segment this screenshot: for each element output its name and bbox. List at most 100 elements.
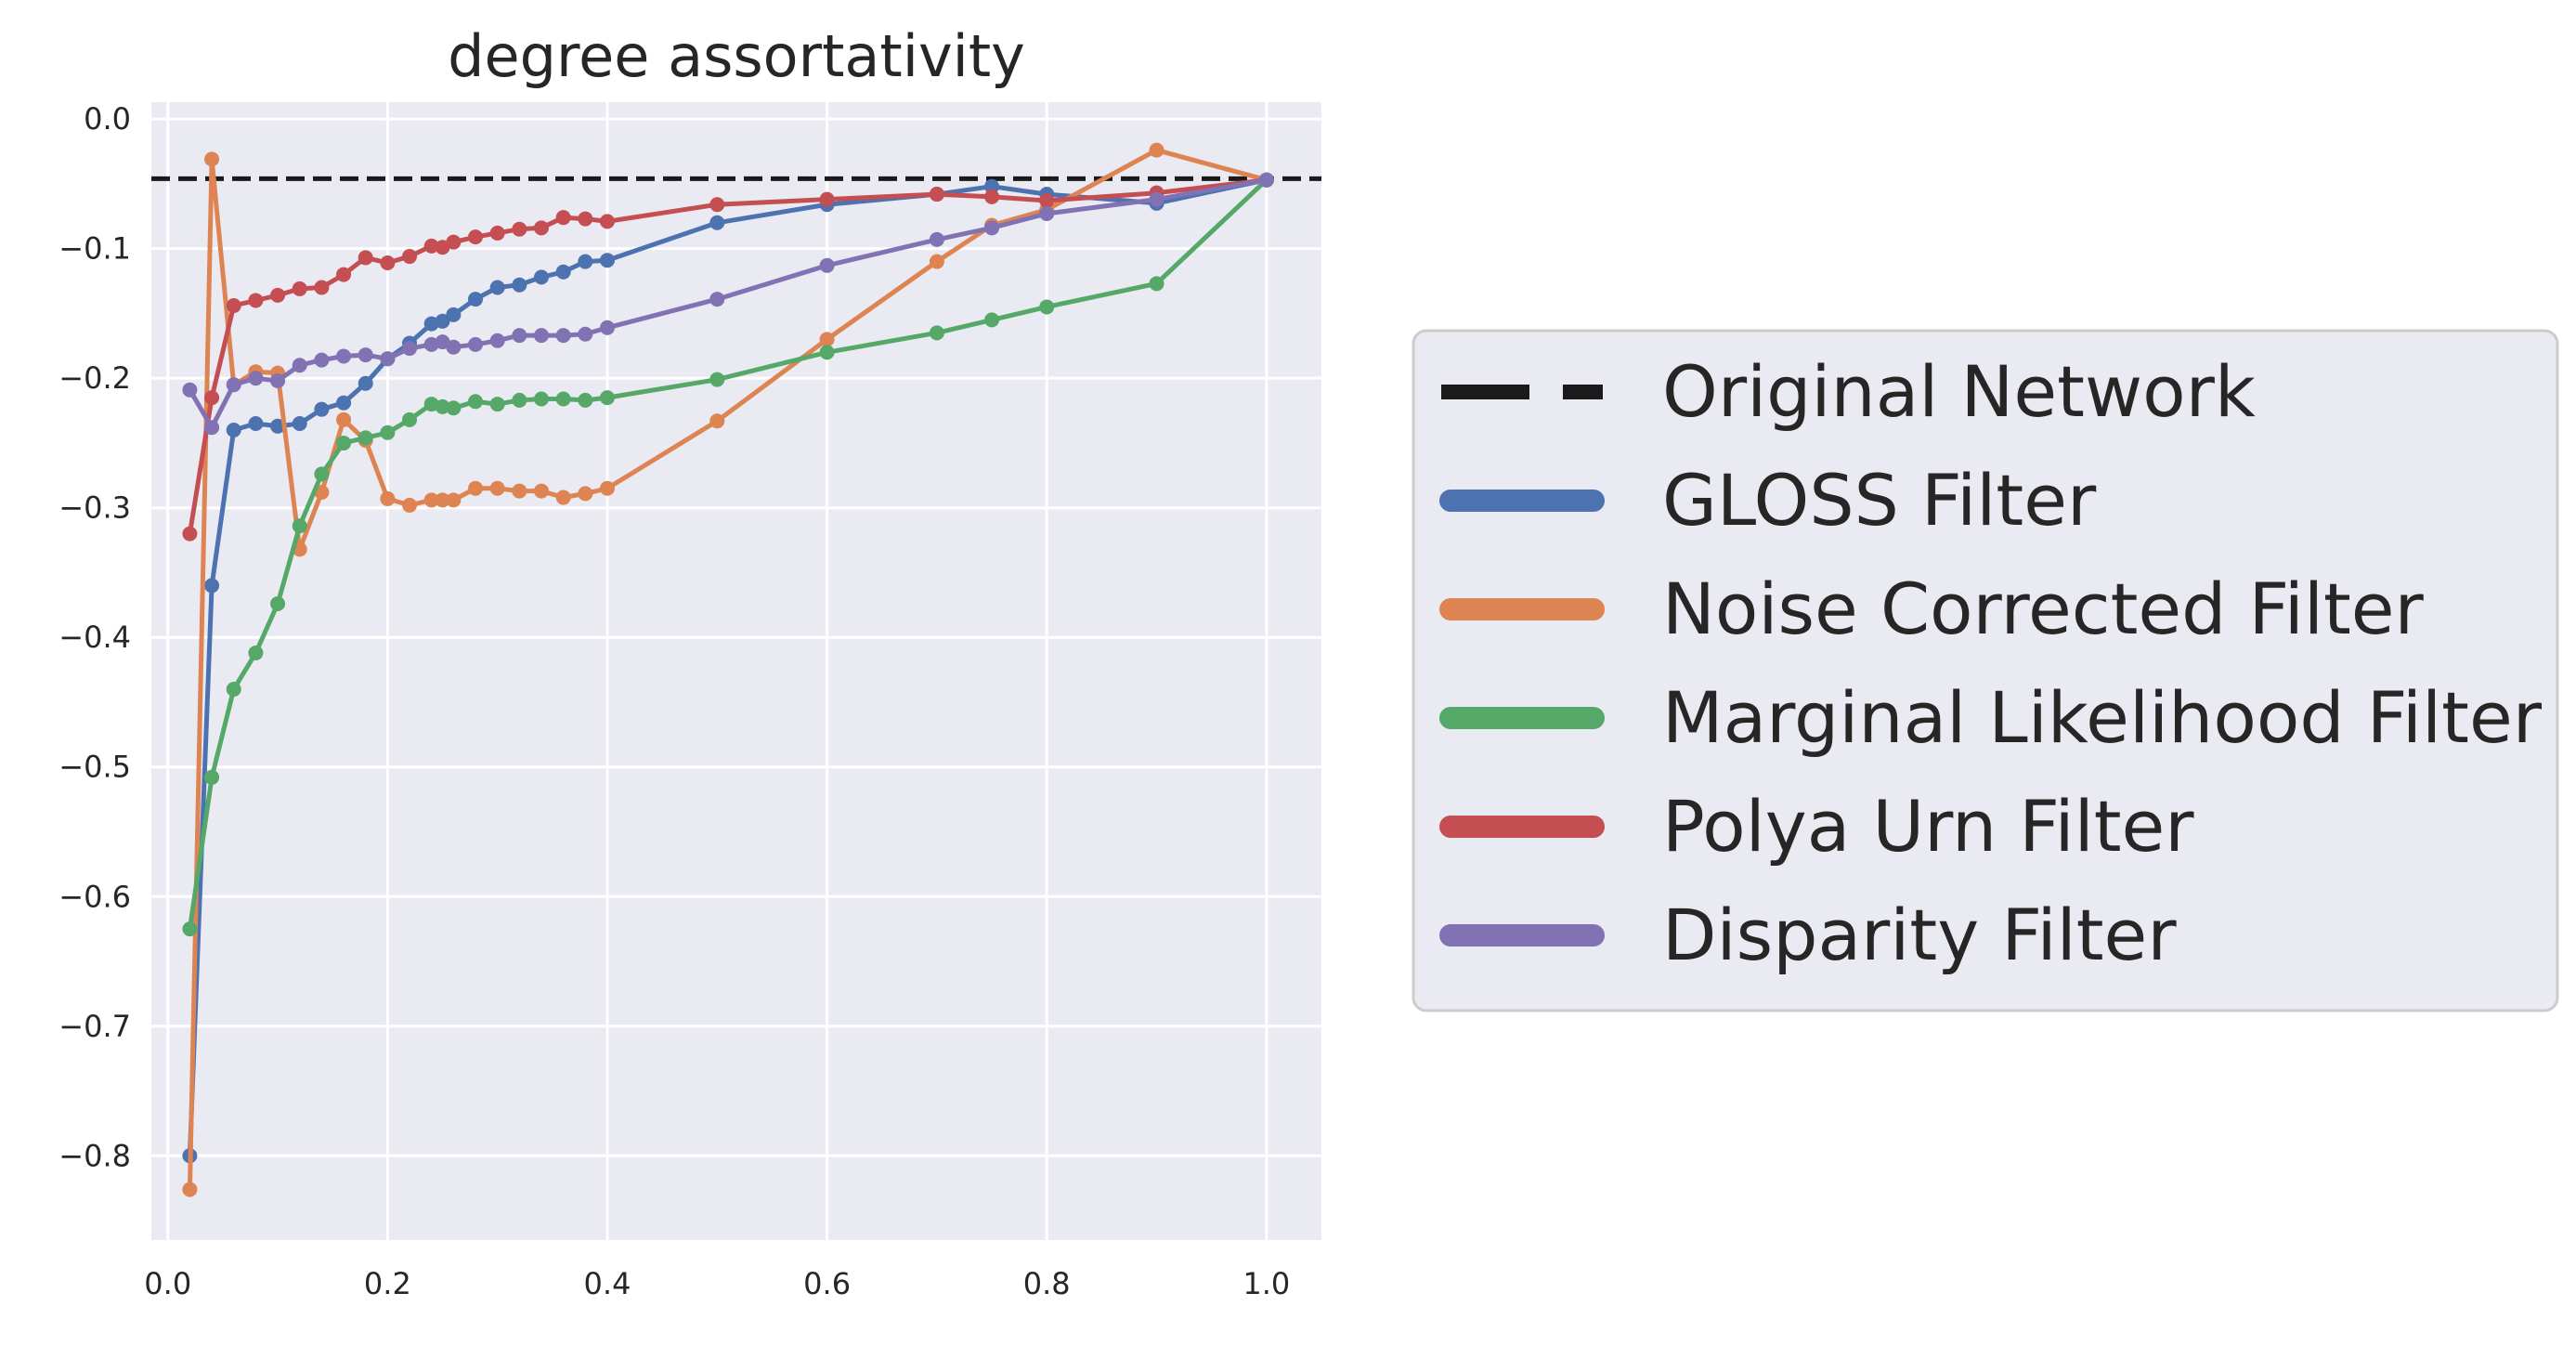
disparity-filter-point — [204, 420, 220, 436]
polya-urn-filter-point — [248, 293, 264, 308]
legend-box — [1412, 329, 2559, 1012]
disparity-filter-point — [578, 326, 593, 342]
marginal-likelihood-filter-point — [248, 645, 264, 660]
polya-urn-filter-line — [187, 177, 1268, 534]
x-tick-label: 0.8 — [1023, 1266, 1071, 1301]
gloss-filter-point — [336, 395, 352, 411]
gloss-filter-point — [314, 401, 330, 417]
marginal-likelihood-filter-point — [468, 394, 484, 410]
x-axis-ticks: 0.0 0.2 0.4 0.6 0.8 1.0 — [144, 1266, 1290, 1301]
x-tick-label: 0.0 — [144, 1266, 191, 1301]
gloss-filter-point — [358, 375, 373, 391]
marginal-likelihood-filter-point — [182, 921, 198, 937]
disparity-filter-point — [468, 336, 484, 352]
disparity-filter-point — [1039, 205, 1055, 221]
noise-corrected-filter-point — [555, 490, 571, 505]
disparity-filter-point — [555, 328, 571, 344]
disparity-filter-point — [292, 358, 307, 373]
polya-urn-filter-point — [446, 234, 462, 250]
gloss-filter-point — [489, 280, 505, 295]
series-group — [182, 142, 1274, 1197]
disparity-filter-line — [188, 177, 1268, 430]
gloss-filter-point — [248, 416, 264, 432]
disparity-filter-point — [709, 292, 725, 307]
marginal-likelihood-filter-point — [314, 466, 330, 482]
marginal-likelihood-filter-point — [226, 682, 241, 698]
disparity-filter-point — [182, 382, 198, 398]
noise-corrected-filter-point — [709, 413, 725, 429]
polya-urn-filter-point — [984, 189, 1000, 204]
noise-corrected-filter-point — [534, 483, 549, 499]
y-tick-label: −0.3 — [59, 490, 131, 526]
gloss-filter-point — [435, 313, 450, 329]
polya-urn-filter-point — [578, 211, 593, 227]
x-tick-label: 0.4 — [584, 1266, 631, 1301]
marginal-likelihood-filter-point — [489, 397, 505, 412]
gloss-filter-point — [599, 253, 615, 268]
polya-urn-filter-point — [534, 220, 549, 236]
disparity-filter-point — [984, 220, 1000, 236]
y-tick-label: −0.6 — [59, 879, 131, 914]
polya-urn-filter-point — [929, 187, 944, 202]
x-tick-label: 0.6 — [803, 1266, 851, 1301]
grid-lines — [151, 102, 1321, 1240]
noise-corrected-filter-point — [336, 411, 352, 427]
noise-corrected-filter-point — [423, 492, 439, 508]
noise-corrected-filter-point — [204, 151, 220, 167]
marginal-likelihood-filter-point — [1039, 299, 1055, 315]
legend-label-gloss-filter: GLOSS Filter — [1662, 459, 2097, 542]
disparity-filter-point — [489, 333, 505, 348]
polya-urn-filter-point — [380, 255, 396, 271]
disparity-filter-point — [929, 231, 944, 247]
disparity-filter-point — [380, 351, 396, 367]
noise-corrected-filter-point — [435, 492, 450, 508]
polya-urn-filter-point — [512, 221, 527, 237]
marginal-likelihood-filter-point — [819, 345, 835, 360]
marginal-likelihood-filter-point — [929, 325, 944, 341]
polya-urn-filter-point — [489, 225, 505, 241]
legend-label-disparity-filter: Disparity Filter — [1662, 894, 2177, 976]
marginal-likelihood-filter-series — [182, 172, 1274, 937]
noise-corrected-filter-point — [512, 483, 527, 499]
marginal-likelihood-filter-point — [578, 392, 593, 408]
marginal-likelihood-filter-point — [984, 312, 1000, 328]
noise-corrected-filter-point — [1149, 142, 1164, 158]
disparity-filter-point — [358, 347, 373, 363]
noise-corrected-filter-point — [402, 497, 418, 513]
gloss-filter-point — [446, 307, 462, 322]
polya-urn-filter-point — [819, 191, 835, 207]
polya-urn-filter-point — [599, 214, 615, 229]
legend: Original Network GLOSS Filter Noise Correc… — [1412, 329, 2559, 1012]
gloss-filter-point — [226, 422, 241, 437]
noise-corrected-filter-point — [446, 492, 462, 508]
x-tick-label: 1.0 — [1242, 1266, 1290, 1301]
polya-urn-filter-point — [182, 526, 198, 542]
gloss-filter-point — [270, 418, 286, 434]
marginal-likelihood-filter-line — [187, 177, 1268, 930]
noise-corrected-filter-point — [468, 480, 484, 496]
marginal-likelihood-filter-point — [358, 430, 373, 446]
polya-urn-filter-point — [468, 229, 484, 245]
gloss-filter-point — [292, 416, 307, 432]
y-tick-label: −0.7 — [59, 1009, 131, 1044]
noise-corrected-filter-point — [819, 332, 835, 347]
marginal-likelihood-filter-point — [292, 518, 307, 534]
disparity-filter-point — [1149, 191, 1164, 207]
x-tick-label: 0.2 — [364, 1266, 411, 1301]
noise-corrected-filter-point — [599, 480, 615, 496]
noise-corrected-filter-point — [380, 490, 396, 506]
polya-urn-filter-point — [204, 390, 220, 406]
y-tick-label: 0.0 — [84, 101, 131, 137]
chart-title: degree assortativity — [448, 22, 1025, 90]
legend-label-original-network: Original Network — [1662, 350, 2256, 433]
noise-corrected-filter-point — [578, 486, 593, 502]
noise-corrected-filter-line — [187, 148, 1268, 1190]
disparity-filter-point — [446, 339, 462, 355]
y-tick-label: −0.2 — [59, 360, 131, 396]
polya-urn-filter-point — [423, 238, 439, 254]
gloss-filter-point — [468, 292, 484, 307]
polya-urn-filter-point — [358, 250, 373, 266]
gloss-filter-point — [709, 215, 725, 230]
legend-label-marginal-likelihood-filter: Marginal Likelihood Filter — [1662, 676, 2543, 759]
